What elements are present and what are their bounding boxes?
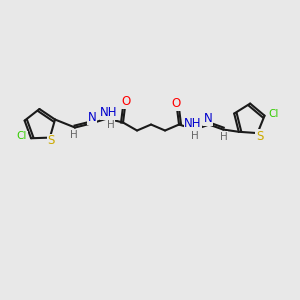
Text: NH: NH (100, 106, 118, 119)
Text: H: H (107, 119, 115, 130)
Text: N: N (204, 112, 212, 125)
Text: NH: NH (184, 117, 202, 130)
Text: N: N (88, 111, 96, 124)
Text: S: S (47, 134, 55, 147)
Text: H: H (220, 131, 228, 142)
Text: O: O (171, 97, 181, 110)
Text: H: H (191, 130, 199, 140)
Text: H: H (70, 130, 78, 140)
Text: Cl: Cl (268, 109, 279, 119)
Text: O: O (122, 95, 131, 108)
Text: Cl: Cl (17, 131, 27, 141)
Text: S: S (256, 130, 263, 142)
